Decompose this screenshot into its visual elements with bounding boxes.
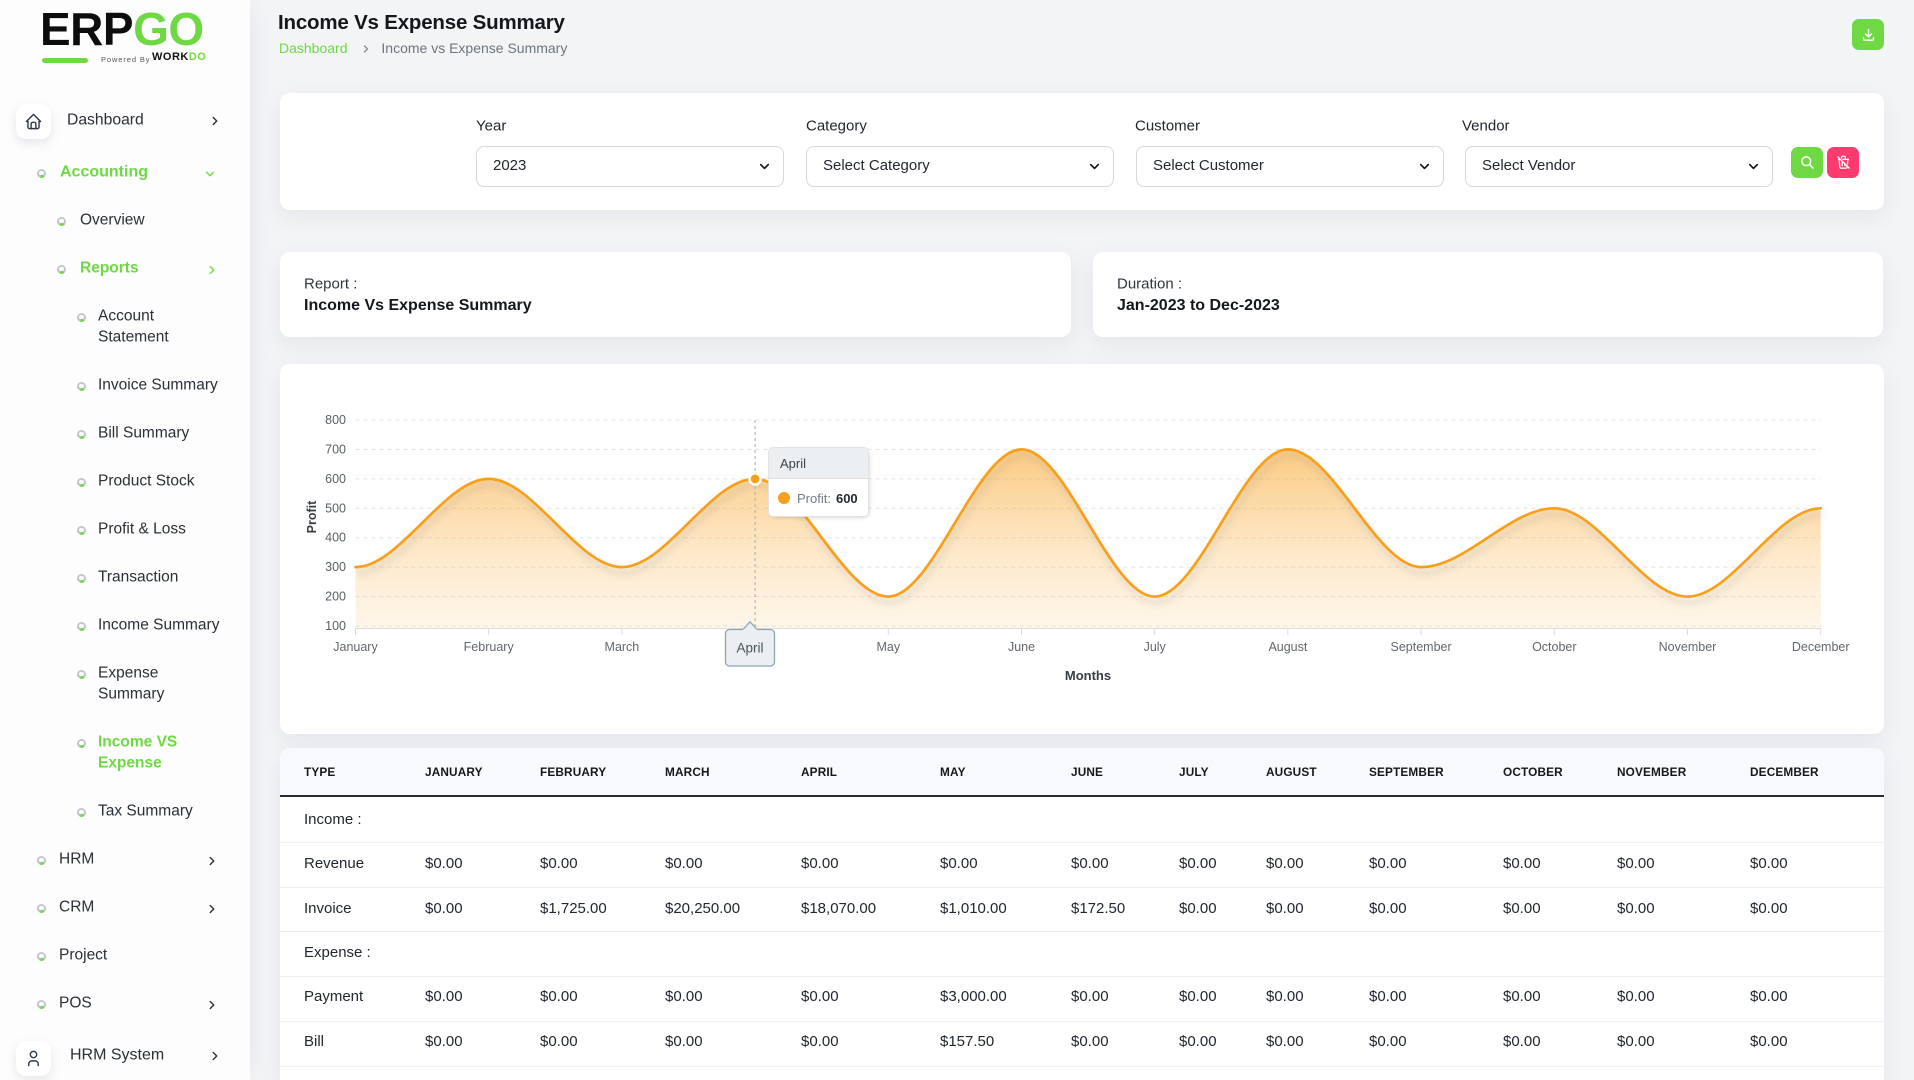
svg-text:700: 700 [325, 442, 346, 456]
svg-text:September: September [1391, 640, 1452, 654]
svg-text:Profit: Profit [305, 500, 319, 533]
svg-text:800: 800 [325, 413, 346, 427]
svg-text:December: December [1792, 640, 1850, 654]
svg-text:100: 100 [325, 619, 346, 633]
svg-text:March: March [605, 640, 640, 654]
svg-text:300: 300 [325, 560, 346, 574]
svg-text:May: May [876, 640, 900, 654]
svg-text:June: June [1008, 640, 1035, 654]
svg-text:Months: Months [1065, 668, 1111, 683]
svg-text:400: 400 [325, 531, 346, 545]
svg-text:January: January [333, 640, 378, 654]
svg-text:August: August [1268, 640, 1307, 654]
svg-text:February: February [464, 640, 515, 654]
svg-text:October: October [1532, 640, 1576, 654]
svg-text:November: November [1659, 640, 1717, 654]
svg-text:500: 500 [325, 501, 346, 515]
svg-text:April: April [736, 641, 763, 656]
svg-text:600: 600 [325, 472, 346, 486]
svg-text:200: 200 [325, 590, 346, 604]
svg-text:July: July [1144, 640, 1167, 654]
